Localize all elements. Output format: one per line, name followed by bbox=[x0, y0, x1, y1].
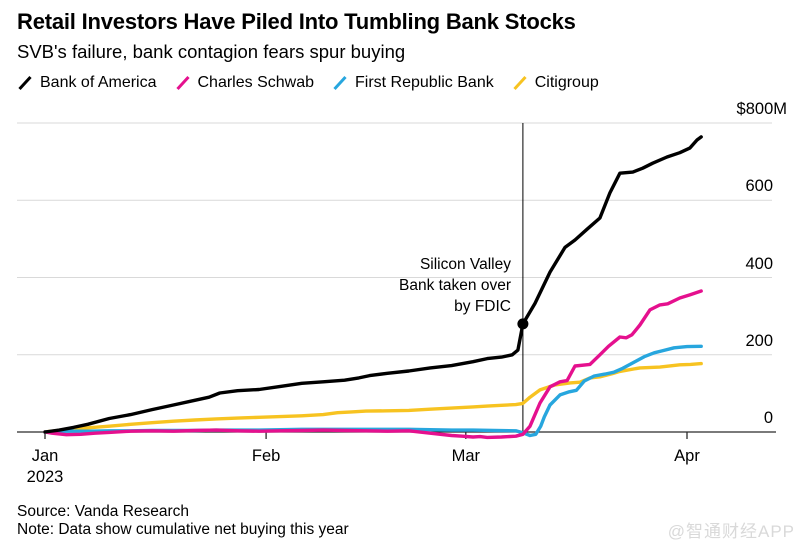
chart-title: Retail Investors Have Piled Into Tumblin… bbox=[17, 9, 576, 34]
y-tick-label-200: 200 bbox=[745, 331, 773, 350]
legend: Bank of America Charles Schwab First Repub… bbox=[17, 74, 599, 92]
chart-subtitle: SVB's failure, bank contagion fears spur… bbox=[17, 41, 406, 62]
series-line-bank-of-america bbox=[43, 135, 703, 434]
legend-label-frb: First Republic Bank bbox=[355, 74, 494, 91]
legend-label-schwab: Charles Schwab bbox=[197, 74, 315, 91]
svb-event-dot bbox=[517, 318, 529, 330]
x-tick-sublabel-2023: 2023 bbox=[26, 468, 64, 486]
legend-label-bofa: Bank of America bbox=[40, 74, 157, 91]
series-line-charles-schwab bbox=[43, 289, 703, 440]
annotation-line-2: Bank taken over bbox=[398, 277, 511, 294]
legend-label-citi: Citigroup bbox=[534, 74, 599, 91]
x-tick-label-Feb: Feb bbox=[251, 447, 281, 465]
legend-slash-icon-frb bbox=[333, 75, 347, 91]
legend-item-bofa: Bank of America bbox=[17, 74, 157, 92]
y-tick-label-600: 600 bbox=[745, 177, 773, 196]
svb-annotation: Silicon Valley Bank taken over by FDIC bbox=[399, 254, 511, 317]
legend-item-frb: First Republic Bank bbox=[332, 74, 494, 92]
x-tick-label-Jan: Jan 2023 bbox=[26, 447, 64, 486]
watermark: @智通财经APP bbox=[667, 522, 795, 541]
legend-slash-icon-schwab bbox=[175, 75, 190, 91]
legend-slash-icon-bofa bbox=[18, 75, 32, 91]
x-tick-label-Mar: Mar bbox=[451, 447, 481, 465]
y-tick-label-0: 0 bbox=[763, 409, 773, 427]
x-tick-label-Apr: Apr bbox=[674, 447, 700, 465]
y-tick-label-400: 400 bbox=[745, 254, 773, 273]
data-note: Note: Data show cumulative net buying th… bbox=[17, 521, 349, 538]
legend-slash-icon-citi bbox=[513, 75, 527, 91]
annotation-line-3: by FDIC bbox=[454, 298, 511, 315]
source-note: Source: Vanda Research bbox=[17, 503, 190, 520]
legend-item-schwab: Charles Schwab bbox=[175, 74, 315, 92]
y-tick-label-800M: $800M bbox=[736, 100, 787, 118]
legend-item-citi: Citigroup bbox=[512, 74, 599, 92]
annotation-line-1: Silicon Valley bbox=[419, 256, 511, 273]
